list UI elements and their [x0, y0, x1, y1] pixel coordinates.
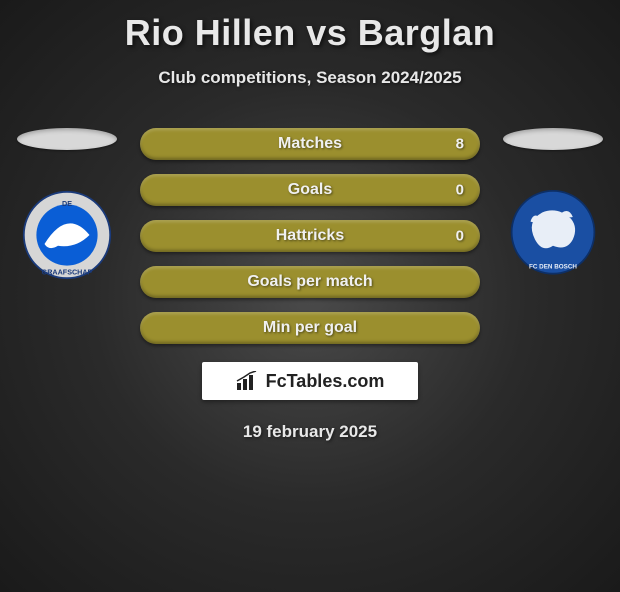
comparison-content: DE GRAAFSCHAP Matches 8 Goals 0 Hattrick…: [0, 128, 620, 344]
left-club-logo: DE GRAAFSCHAP: [22, 190, 112, 280]
page-title: Rio Hillen vs Barglan: [0, 12, 620, 54]
stat-value-right: 0: [456, 228, 464, 245]
date-line: 19 february 2025: [0, 422, 620, 442]
stat-label: Matches: [278, 135, 342, 153]
de-graafschap-logo-icon: DE GRAAFSCHAP: [22, 190, 112, 280]
subtitle: Club competitions, Season 2024/2025: [0, 68, 620, 88]
stats-column: Matches 8 Goals 0 Hattricks 0 Goals per …: [140, 128, 480, 344]
left-logo-text-top: DE: [62, 199, 72, 208]
stat-bar-matches: Matches 8: [140, 128, 480, 160]
stat-bar-min-per-goal: Min per goal: [140, 312, 480, 344]
stat-bar-goals-per-match: Goals per match: [140, 266, 480, 298]
stat-value-right: 0: [456, 182, 464, 199]
left-player-oval: [17, 128, 117, 150]
brand-box: FcTables.com: [202, 362, 418, 400]
stat-label: Goals: [288, 181, 332, 199]
left-column: DE GRAAFSCHAP: [12, 128, 122, 280]
stat-label: Goals per match: [247, 273, 372, 291]
right-column: FC DEN BOSCH: [498, 128, 608, 280]
stat-bar-goals: Goals 0: [140, 174, 480, 206]
stat-label: Min per goal: [263, 319, 357, 337]
right-player-oval: [503, 128, 603, 150]
right-club-logo: FC DEN BOSCH: [508, 190, 598, 280]
left-logo-text-bottom: GRAAFSCHAP: [42, 268, 93, 277]
stat-bar-hattricks: Hattricks 0: [140, 220, 480, 252]
stat-value-right: 8: [456, 136, 464, 153]
right-logo-text: FC DEN BOSCH: [529, 263, 577, 270]
stat-label: Hattricks: [276, 227, 344, 245]
fc-den-bosch-logo-icon: FC DEN BOSCH: [508, 190, 598, 280]
brand-text: FcTables.com: [266, 371, 385, 392]
bar-chart-icon: [236, 371, 260, 391]
